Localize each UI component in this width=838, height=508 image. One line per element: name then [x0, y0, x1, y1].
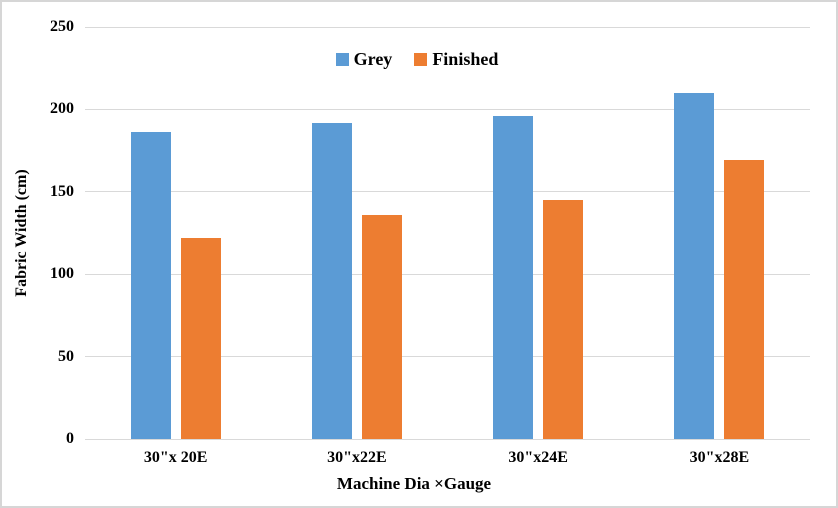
legend-item-finished: Finished: [414, 50, 498, 68]
x-axis-tick-label: 30"x24E: [508, 449, 568, 466]
bar-grey: [493, 115, 534, 439]
legend-swatch-grey: [335, 52, 349, 66]
bar-grey: [311, 122, 352, 439]
x-axis-title: Machine Dia ×Gauge: [336, 474, 492, 493]
y-axis-tick-label: 200: [50, 100, 74, 118]
gridline: [85, 191, 810, 193]
bar-grey: [130, 132, 171, 439]
bar-finished: [724, 160, 765, 439]
x-axis-tick-label: 30"x22E: [327, 449, 387, 466]
legend-item-grey: Grey: [335, 49, 393, 69]
y-axis-tick-label: 250: [50, 18, 74, 35]
legend-label-finished: Finished: [432, 49, 499, 69]
legend-label-grey: Grey: [353, 49, 393, 69]
bar-finished: [543, 200, 584, 439]
bar-finished: [361, 214, 402, 439]
bar-finished: [180, 237, 221, 439]
y-axis-tick-label: 100: [50, 265, 74, 283]
chart-legend: Grey Finished: [2, 46, 832, 72]
gridline: [85, 108, 810, 110]
legend-swatch-finished: [414, 52, 428, 66]
x-axis-tick-label: 30"x28E: [689, 449, 750, 466]
bar-grey: [674, 92, 715, 439]
gridline: [85, 356, 810, 358]
y-axis-tick-label: 150: [50, 182, 74, 200]
y-axis-tick-label: 50: [58, 347, 74, 365]
gridline: [85, 438, 810, 440]
y-axis-tick-label: 0: [66, 430, 74, 447]
gridline: [85, 273, 810, 275]
x-axis-tick-label: 30"x 20E: [143, 449, 208, 466]
gridline: [85, 26, 810, 28]
